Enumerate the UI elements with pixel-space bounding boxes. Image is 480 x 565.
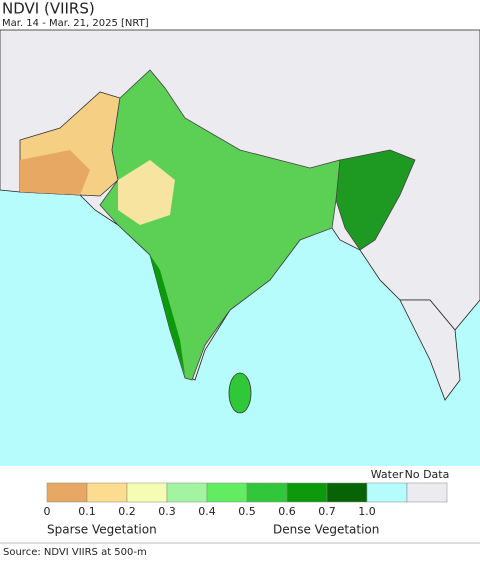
legend-swatch [126,482,168,503]
legend-swatch [326,482,368,503]
legend-swatch [366,482,408,503]
subtitle: Mar. 14 - Mar. 21, 2025 [NRT] [2,18,149,29]
legend-tick-label: 0.3 [158,505,176,518]
legend-extra-label: No Data [405,468,450,481]
legend-swatch [166,482,208,503]
legend-tick-label: 1.0 [358,505,376,518]
legend-tick-label: 0.2 [118,505,136,518]
sri-lanka [228,372,252,414]
legend-swatch [286,482,328,503]
source: Source: NDVI VIIRS at 500-m [3,547,147,558]
dry-region [20,150,90,195]
india [99,69,351,381]
legend-swatch [86,482,128,503]
legend-tick-label: 0.7 [318,505,336,518]
legend-tick-label: 0.6 [278,505,296,518]
legend-tick-label: 0.1 [78,505,96,518]
legend-high-label: Dense Vegetation [273,523,379,537]
legend-swatch [46,482,88,503]
title: NDVI (VIIRS) [2,0,95,18]
dry-west-india [118,160,175,225]
legend-extra-label: Water [371,468,404,481]
northeast-india [335,149,416,251]
legend-tick-label: 0 [44,505,51,518]
western-ghats [150,255,185,375]
legend: 0 0.1 0.2 0.3 0.4 0.5 0.6 0.7 1.0 Water No Data [44,468,450,518]
legend-low-label: Sparse Vegetation [47,523,157,537]
southeast-land [399,299,461,401]
legend-tick-label: 0.4 [198,505,216,518]
legend-swatch [406,482,448,503]
legend-tick-label: 0.5 [238,505,256,518]
legend-swatch [246,482,288,503]
legend-swatch [206,482,248,503]
